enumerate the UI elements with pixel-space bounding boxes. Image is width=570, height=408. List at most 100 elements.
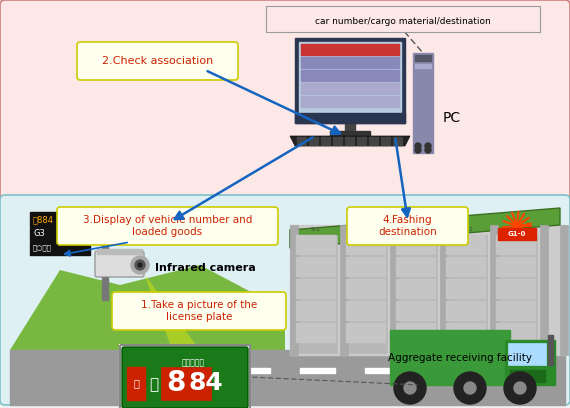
Bar [369, 137, 378, 139]
FancyBboxPatch shape [122, 347, 248, 408]
Bar [120, 345, 250, 408]
Bar [381, 137, 390, 139]
Bar [508, 343, 546, 365]
FancyBboxPatch shape [0, 0, 570, 200]
Bar [415, 64, 431, 68]
FancyBboxPatch shape [57, 207, 278, 245]
Polygon shape [10, 265, 285, 405]
Bar [97, 249, 142, 254]
Circle shape [504, 372, 536, 404]
FancyBboxPatch shape [347, 207, 468, 245]
Bar [446, 323, 486, 343]
Bar [396, 279, 436, 299]
Bar [296, 301, 336, 321]
Bar [357, 143, 366, 145]
Bar [381, 143, 390, 145]
Circle shape [425, 143, 431, 149]
Text: Aggregate receiving facility: Aggregate receiving facility [388, 353, 532, 363]
Bar [496, 323, 536, 343]
Bar [161, 367, 211, 400]
Bar [346, 257, 386, 277]
Bar [10, 205, 565, 400]
Bar [446, 235, 486, 255]
Text: Infrared camera: Infrared camera [155, 263, 256, 273]
Bar [346, 235, 386, 255]
Bar [301, 83, 399, 94]
Bar [396, 323, 436, 343]
Bar [309, 137, 318, 139]
Bar [496, 235, 536, 255]
Bar [333, 143, 342, 145]
Text: S-2: S-2 [361, 227, 371, 232]
Bar [297, 137, 306, 139]
Bar [290, 225, 565, 355]
FancyBboxPatch shape [0, 195, 570, 405]
Bar [330, 131, 370, 136]
Bar [300, 368, 335, 373]
Bar [321, 140, 330, 142]
Bar [295, 38, 405, 123]
Bar [295, 113, 405, 123]
Text: 2.Check association: 2.Check association [102, 56, 213, 66]
Text: G1-D: G1-D [408, 227, 424, 232]
Bar [390, 330, 510, 385]
Circle shape [138, 263, 142, 267]
Circle shape [135, 260, 145, 270]
Bar [345, 143, 354, 145]
Bar [10, 350, 565, 405]
FancyBboxPatch shape [77, 42, 238, 80]
Polygon shape [290, 208, 560, 248]
Bar [346, 301, 386, 321]
Bar [495, 368, 530, 373]
Text: 1.Take a picture of the
license plate: 1.Take a picture of the license plate [141, 300, 257, 322]
Bar [301, 57, 399, 68]
Bar [446, 301, 486, 321]
Text: 84: 84 [189, 371, 223, 395]
Text: 大林１３０: 大林１３０ [181, 359, 205, 368]
Circle shape [464, 382, 476, 394]
Bar [395, 235, 437, 353]
Circle shape [454, 372, 486, 404]
Polygon shape [290, 136, 410, 146]
Bar [309, 143, 318, 145]
Circle shape [415, 147, 421, 153]
Bar [345, 123, 355, 131]
Bar [296, 257, 336, 277]
Bar [30, 242, 90, 255]
Bar [321, 143, 330, 145]
Bar [235, 368, 270, 373]
Text: PC: PC [443, 111, 461, 125]
Bar [390, 225, 398, 355]
Bar [301, 96, 399, 107]
Bar [296, 279, 336, 299]
Text: を: を [133, 378, 139, 388]
Polygon shape [140, 262, 225, 385]
Bar [498, 228, 536, 240]
Bar [297, 140, 306, 142]
Bar [30, 228, 90, 241]
Bar [496, 257, 536, 277]
Bar [345, 137, 354, 139]
Bar [393, 140, 402, 142]
Text: G3: G3 [33, 229, 45, 239]
Bar [295, 235, 337, 353]
Text: S-1: S-1 [311, 227, 321, 232]
Bar [446, 257, 486, 277]
Circle shape [394, 372, 426, 404]
Bar [445, 235, 487, 353]
Bar [301, 44, 399, 55]
Text: G1-0: G1-0 [508, 227, 523, 232]
Bar [413, 53, 433, 153]
Bar [393, 137, 402, 139]
Bar [170, 368, 205, 373]
Bar [299, 42, 401, 113]
Circle shape [415, 143, 421, 149]
FancyBboxPatch shape [266, 6, 540, 32]
Bar [333, 137, 342, 139]
Bar [102, 230, 108, 300]
Bar [381, 140, 390, 142]
Text: G1-0: G1-0 [508, 231, 526, 237]
Bar [495, 235, 537, 353]
Text: G1-1: G1-1 [458, 227, 474, 232]
Bar [415, 55, 431, 61]
